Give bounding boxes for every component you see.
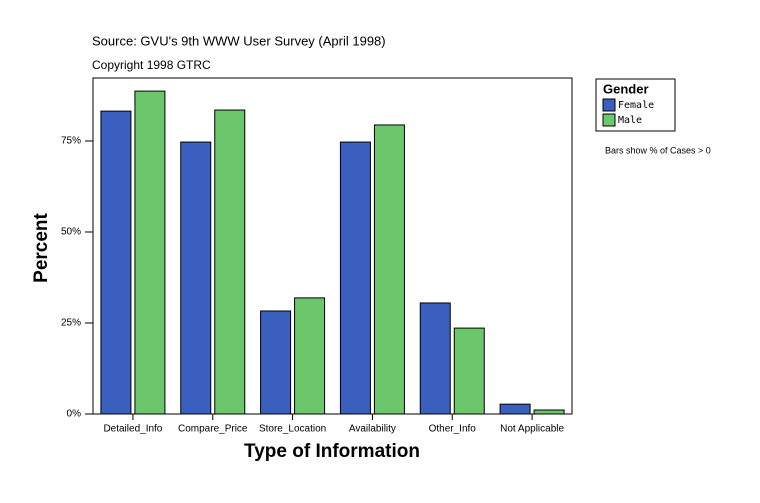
y-tick-label: 75% xyxy=(61,136,81,147)
bar xyxy=(294,297,326,415)
x-axis-label: Type of Information xyxy=(244,441,420,462)
x-tick-label: Detailed_Info xyxy=(103,424,162,435)
x-tick-label: Availability xyxy=(349,424,396,435)
annotation: Bars show % of Cases > 0 xyxy=(605,145,711,155)
y-tick-label: 50% xyxy=(61,227,81,238)
bar xyxy=(260,310,292,415)
bar xyxy=(453,327,485,415)
chart-note: Copyright 1998 GTRC xyxy=(92,58,211,72)
bar xyxy=(419,302,451,415)
x-tick-label: Other_Info xyxy=(429,424,477,435)
legend-label: Male xyxy=(618,115,642,126)
y-tick-label: 25% xyxy=(61,318,81,329)
legend-title: Gender xyxy=(603,81,649,96)
bar xyxy=(339,141,371,415)
bar xyxy=(214,109,246,415)
y-tick-label: 0% xyxy=(67,409,82,420)
bar xyxy=(134,90,166,415)
bar xyxy=(499,403,531,415)
bar xyxy=(373,124,405,415)
legend-label: Female xyxy=(618,100,654,111)
y-axis-label: Percent xyxy=(31,212,52,282)
x-tick-label: Compare_Price xyxy=(178,424,248,435)
x-tick-label: Store_Location xyxy=(259,424,326,435)
plot-area xyxy=(92,77,573,415)
bar xyxy=(180,141,212,415)
bar xyxy=(533,409,565,415)
legend-swatch xyxy=(602,113,616,127)
legend-swatch xyxy=(602,98,616,112)
bar xyxy=(100,110,132,415)
x-tick-label: Not Applicable xyxy=(500,424,564,435)
chart-subtitle: Source: GVU's 9th WWW User Survey (April… xyxy=(92,33,386,48)
